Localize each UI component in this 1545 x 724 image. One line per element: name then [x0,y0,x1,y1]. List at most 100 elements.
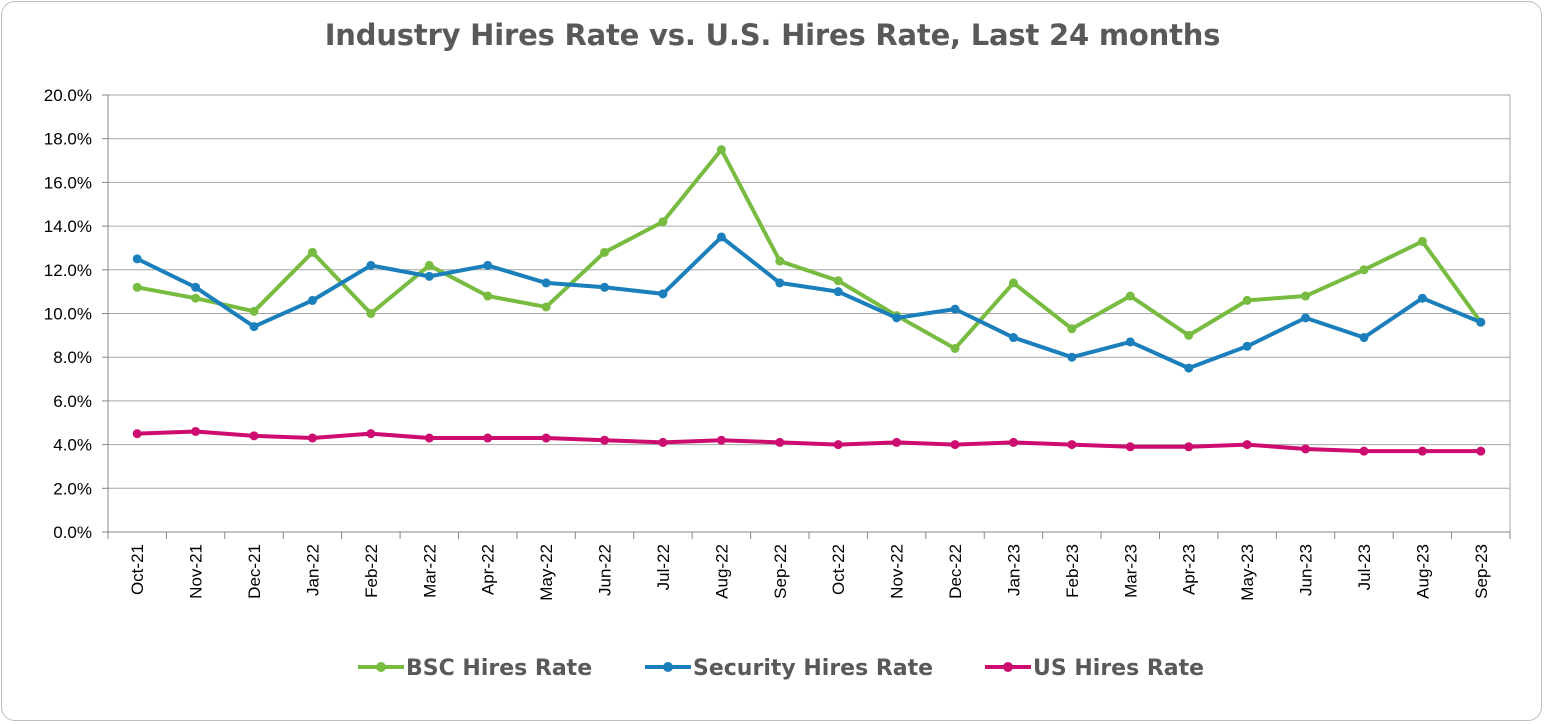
data-point [600,282,610,292]
data-point [716,435,726,445]
data-point [191,426,201,436]
x-tick-label: Mar-22 [420,544,439,598]
data-point [424,271,434,281]
series-line [135,429,1483,454]
legend-label: Security Hires Rate [693,656,933,681]
data-point [600,247,610,257]
data-point [833,287,843,297]
data-point [950,304,960,314]
x-tick-label: Apr-23 [1180,544,1199,595]
data-point [950,440,960,450]
x-tick-label: Mar-23 [1121,544,1140,598]
data-point [716,145,726,155]
legend-marker [376,662,386,672]
data-point [132,429,142,439]
data-point [1359,265,1369,275]
data-point [1125,291,1135,301]
data-point [1067,324,1077,334]
data-point [1417,446,1427,456]
data-point [132,282,142,292]
legend-item: BSC Hires Rate [358,656,592,681]
y-tick-label: 12.0% [44,261,92,280]
data-point [833,440,843,450]
data-point [892,313,902,323]
data-point [1184,330,1194,340]
series-lines [132,145,1486,456]
data-point [775,256,785,266]
data-point [541,433,551,443]
data-point [1301,291,1311,301]
legend: BSC Hires Rate Security Hires Rate US Hire… [358,656,1204,681]
x-tick-label: Feb-23 [1063,544,1082,598]
data-point [541,278,551,288]
data-point [775,437,785,447]
data-point [1242,295,1252,305]
data-point [1125,442,1135,452]
data-point [1476,446,1486,456]
data-point [191,282,201,292]
data-point [366,260,376,270]
data-point [366,429,376,439]
y-tick-label: 0.0% [53,523,92,542]
x-tick-label: May-23 [1238,544,1257,601]
data-point [307,433,317,443]
data-point [600,435,610,445]
data-point [541,302,551,312]
data-point [892,437,902,447]
data-point [483,433,493,443]
legend-item: US Hires Rate [985,656,1204,681]
data-point [1008,333,1018,343]
x-tick-label: Apr-22 [479,544,498,595]
data-point [658,217,668,227]
legend-item: Security Hires Rate [645,656,933,681]
x-tick-label: Feb-22 [362,544,381,598]
y-tick-label: 2.0% [53,479,92,498]
legend-label: US Hires Rate [1033,656,1204,681]
data-point [775,278,785,288]
chart-title: Industry Hires Rate vs. U.S. Hires Rate,… [324,18,1221,52]
x-tick-label: Aug-23 [1413,544,1432,599]
series-line [135,235,1483,371]
x-axis-tick-labels: Oct-21 Nov-21 Dec-21 Jan-22 Feb-22 Mar-22 Apr-… [128,544,1491,601]
grid-lines [108,94,1511,532]
data-point [1359,333,1369,343]
data-point [191,293,201,303]
series-3 [132,426,1486,456]
data-point [1301,444,1311,454]
series-2 [132,232,1486,373]
x-tick-label: Jun-22 [596,544,615,596]
y-tick-label: 8.0% [53,348,92,367]
data-point [366,309,376,318]
y-axis-tick-labels: 0.0% 2.0% 4.0% 6.0% 8.0% 10.0% 12.0% 14.0% 16.0%… [44,86,92,542]
legend-marker [663,662,673,672]
series-1 [132,145,1486,353]
data-point [833,276,843,286]
data-point [1476,317,1486,327]
data-point [1301,313,1311,323]
x-tick-label: Jul-23 [1355,544,1374,590]
y-tick-label: 18.0% [44,130,92,149]
y-tick-label: 20.0% [44,86,92,105]
y-tick-label: 16.0% [44,173,92,192]
legend-label: BSC Hires Rate [406,656,592,681]
data-point [658,437,668,447]
x-tick-label: Oct-21 [128,544,147,595]
data-point [1008,437,1018,447]
data-point [424,433,434,443]
data-point [1417,293,1427,303]
data-point [1359,446,1369,456]
x-tick-label: Nov-22 [888,544,907,599]
x-tick-label: Sep-22 [771,544,790,599]
x-tick-label: Nov-21 [187,544,206,599]
data-point [1184,363,1194,373]
data-point [1417,236,1427,246]
data-point [1067,352,1077,362]
x-tick-label: Sep-23 [1472,544,1491,599]
x-tick-label: Aug-22 [712,544,731,599]
x-tick-label: Jul-22 [654,544,673,590]
x-tick-label: Dec-22 [946,544,965,599]
x-tick-label: May-22 [537,544,556,601]
data-point [950,343,960,353]
data-point [1067,440,1077,450]
